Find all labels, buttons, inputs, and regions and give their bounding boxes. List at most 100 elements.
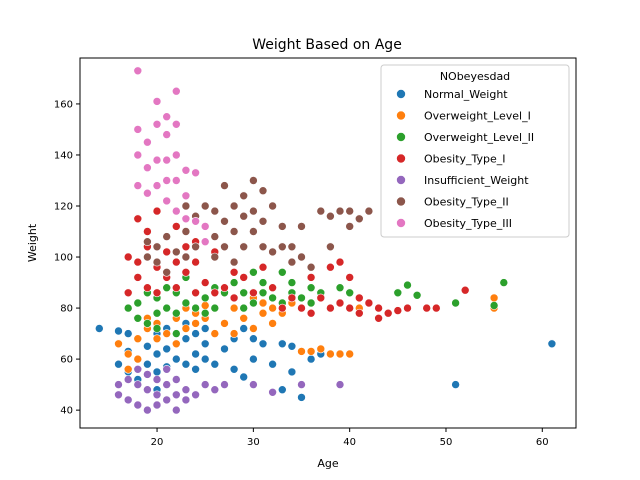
data-point [316, 293, 326, 303]
data-point [133, 150, 143, 160]
data-point [143, 385, 152, 395]
data-point [123, 349, 133, 359]
data-point [277, 339, 287, 349]
data-point [133, 125, 143, 134]
data-point [239, 313, 248, 323]
data-point [335, 257, 345, 267]
legend-box [380, 64, 570, 238]
y-tick-label: 40 [60, 406, 73, 417]
data-point [191, 364, 200, 374]
points-layer [95, 66, 557, 415]
data-point [229, 329, 239, 338]
data-point [547, 339, 557, 349]
data-point [210, 329, 220, 338]
data-point [143, 237, 152, 246]
data-point [172, 354, 181, 364]
data-point [220, 217, 229, 226]
data-point [268, 319, 277, 328]
data-point [229, 303, 239, 313]
data-point [172, 206, 181, 216]
data-point [191, 390, 200, 400]
data-point [220, 344, 229, 354]
data-point [268, 359, 277, 369]
data-point [123, 375, 133, 384]
data-point [326, 211, 335, 221]
data-point [249, 288, 258, 298]
data-point [133, 257, 143, 267]
y-tick-label: 60 [60, 355, 73, 366]
data-point [133, 298, 143, 308]
legend-items: Normal_Weight Overweight_Level_I Overweigh… [396, 88, 534, 230]
data-point [229, 293, 239, 303]
data-point [210, 385, 220, 395]
data-point [181, 267, 191, 277]
data-point [152, 242, 162, 252]
y-tick-label: 100 [54, 253, 73, 264]
data-point [200, 201, 210, 211]
data-point [133, 181, 143, 190]
data-point [277, 242, 287, 252]
data-point [133, 380, 143, 389]
data-point [489, 293, 499, 303]
data-point [393, 306, 403, 315]
data-point [239, 372, 248, 382]
data-point [114, 339, 123, 349]
data-point [364, 298, 374, 308]
data-point [191, 168, 200, 178]
data-point [249, 206, 258, 216]
data-point [200, 222, 210, 231]
data-point [258, 339, 268, 349]
data-point [172, 176, 181, 185]
data-point [277, 222, 287, 231]
data-point [143, 227, 152, 236]
data-point [172, 329, 181, 338]
data-point [114, 390, 123, 400]
data-point [335, 283, 345, 293]
data-point [345, 303, 355, 313]
data-point [181, 227, 191, 236]
legend-label: Obesity_Type_II [424, 196, 509, 209]
data-point [172, 390, 181, 400]
data-point [210, 252, 220, 262]
data-point [143, 359, 152, 369]
data-point [277, 303, 287, 313]
data-point [229, 201, 239, 211]
data-point [181, 242, 191, 252]
data-point [306, 354, 316, 364]
data-point [172, 375, 181, 384]
data-point [162, 380, 171, 389]
data-point [200, 308, 210, 318]
data-point [133, 313, 143, 323]
data-point [123, 252, 133, 262]
data-point [114, 380, 123, 389]
data-point [374, 303, 383, 313]
data-point [277, 385, 287, 395]
data-point [287, 242, 297, 252]
data-point [489, 301, 499, 310]
data-point [152, 308, 162, 318]
data-point [152, 367, 162, 377]
data-point [162, 364, 171, 374]
data-point [258, 278, 268, 287]
data-point [229, 278, 239, 287]
data-point [181, 201, 191, 211]
y-tick-label: 160 [54, 99, 73, 110]
data-point [249, 380, 258, 389]
data-point [249, 176, 258, 185]
data-point [354, 214, 364, 224]
data-point [258, 186, 268, 195]
data-point [210, 206, 220, 216]
legend-label: Insufficient_Weight [424, 174, 529, 187]
data-point [123, 329, 133, 338]
data-point [297, 252, 306, 262]
data-point [200, 301, 210, 310]
data-point [152, 324, 162, 333]
data-point [258, 288, 268, 298]
data-point [181, 395, 191, 405]
data-point [162, 176, 171, 185]
x-tick-label: 40 [343, 437, 356, 448]
data-point [114, 326, 123, 336]
data-point [152, 400, 162, 410]
data-point [249, 324, 258, 333]
data-point [123, 303, 133, 313]
